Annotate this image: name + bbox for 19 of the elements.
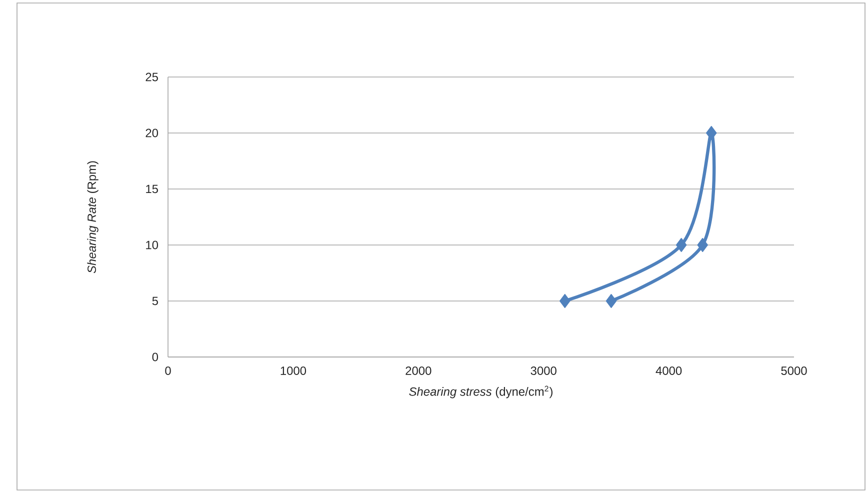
y-axis-title: Shearing Rate (Rpm) (87, 161, 98, 274)
x-tick-label: 0 (165, 366, 171, 375)
y-tick-label: 25 (146, 72, 158, 82)
x-tick-label: 1000 (280, 366, 306, 375)
x-tick-label: 3000 (530, 366, 556, 375)
x-tick-label: 4000 (656, 366, 682, 375)
point (706, 126, 717, 140)
y-tick-label: 15 (146, 184, 158, 194)
y-tick-label: 10 (146, 240, 158, 250)
point (676, 238, 687, 252)
point (606, 294, 617, 308)
y-tick-label: 0 (152, 352, 158, 362)
point (559, 294, 570, 308)
x-tick-label: 5000 (781, 366, 807, 375)
x-axis-title: Shearing stress (dyne/cm$^{2}$) (409, 386, 552, 398)
y-tick-label: 20 (146, 128, 158, 138)
point (697, 238, 708, 252)
x-tick-label: 2000 (406, 366, 432, 375)
y-tick-label: 5 (152, 296, 158, 306)
